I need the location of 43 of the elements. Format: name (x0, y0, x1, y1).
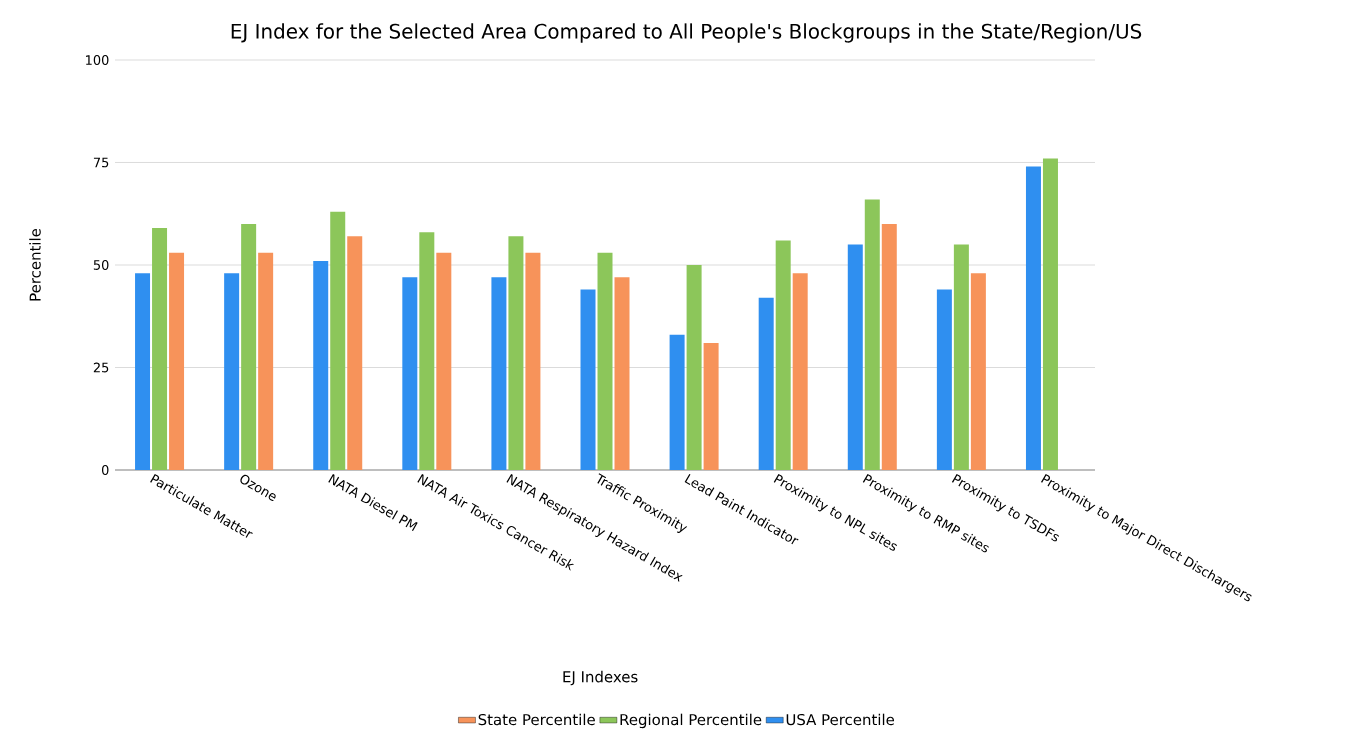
bar (686, 265, 702, 470)
bar (313, 260, 329, 470)
bar (597, 252, 613, 470)
bar (703, 342, 719, 470)
bar (580, 289, 596, 470)
x-axis-title: EJ Indexes (563, 670, 638, 686)
bar (419, 232, 435, 470)
bar (135, 273, 151, 470)
y-tick-label: 100 (86, 55, 109, 65)
bar (525, 252, 541, 470)
bar (669, 334, 685, 470)
y-tick-label: 0 (101, 465, 109, 475)
bar (847, 244, 863, 470)
bar (1042, 158, 1058, 470)
bar (792, 273, 808, 470)
bar (152, 228, 168, 470)
bar (347, 236, 363, 470)
bar (402, 277, 418, 470)
bar (614, 277, 630, 470)
bar (953, 244, 969, 470)
chart-title: EJ Index for the Selected Area Compared to All People's Blockgroups in the State/Region/US (231, 23, 1142, 43)
bar (864, 199, 880, 470)
bar (258, 252, 274, 470)
bar (508, 236, 524, 470)
y-tick-label: 75 (93, 157, 109, 168)
bar (1025, 166, 1041, 470)
bar (970, 273, 986, 470)
legend-label: Regional Percentile (620, 713, 762, 729)
bar (436, 252, 452, 470)
bar (241, 224, 257, 470)
bar (224, 273, 240, 470)
bar (881, 224, 897, 470)
y-tick-label: 25 (93, 362, 109, 373)
bar (758, 297, 774, 470)
bar (491, 277, 507, 470)
y-tick-label: 50 (93, 260, 109, 270)
legend-label: USA Percentile (786, 713, 895, 726)
bar (169, 252, 185, 470)
y-axis-title: Percentile (29, 228, 41, 301)
legend-label: State Percentile (478, 713, 595, 726)
bar (936, 289, 952, 470)
bar (330, 211, 346, 470)
bar (775, 240, 791, 470)
